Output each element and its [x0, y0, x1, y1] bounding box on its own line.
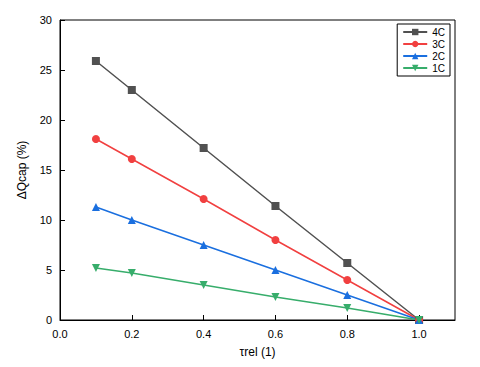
svg-text:0.6: 0.6 — [268, 328, 283, 340]
svg-text:0.8: 0.8 — [340, 328, 355, 340]
svg-text:4C: 4C — [432, 27, 445, 38]
svg-text:τrel (1): τrel (1) — [239, 345, 275, 359]
svg-text:0.4: 0.4 — [196, 328, 211, 340]
svg-text:0.2: 0.2 — [124, 328, 139, 340]
svg-text:0.0: 0.0 — [52, 328, 67, 340]
svg-text:15: 15 — [40, 164, 52, 176]
svg-text:5: 5 — [46, 264, 52, 276]
svg-text:30: 30 — [40, 14, 52, 26]
svg-text:20: 20 — [40, 114, 52, 126]
svg-text:0: 0 — [46, 314, 52, 326]
svg-text:25: 25 — [40, 64, 52, 76]
svg-text:2C: 2C — [432, 51, 445, 62]
svg-text:1C: 1C — [432, 63, 445, 74]
svg-text:3C: 3C — [432, 39, 445, 50]
svg-text:1.0: 1.0 — [411, 328, 426, 340]
svg-text:ΔQcap (%): ΔQcap (%) — [15, 141, 29, 200]
svg-text:10: 10 — [40, 214, 52, 226]
